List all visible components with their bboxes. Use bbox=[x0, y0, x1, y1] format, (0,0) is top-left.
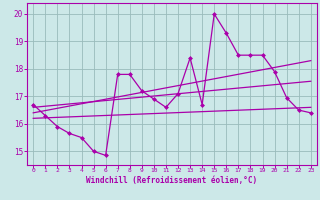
X-axis label: Windchill (Refroidissement éolien,°C): Windchill (Refroidissement éolien,°C) bbox=[86, 176, 258, 185]
